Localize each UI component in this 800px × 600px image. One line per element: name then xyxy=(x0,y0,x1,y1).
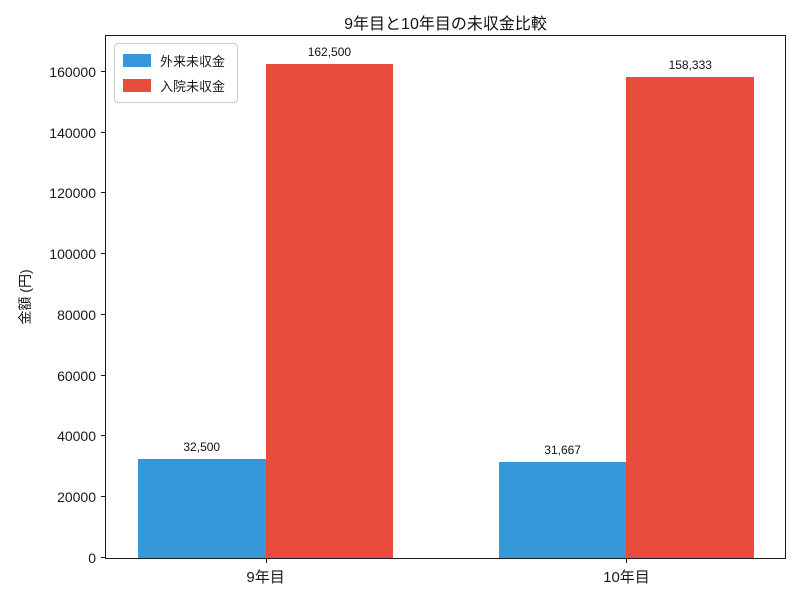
bar-value-label: 158,333 xyxy=(668,57,712,72)
y-tick-mark xyxy=(101,496,106,498)
legend-label: 外来未収金 xyxy=(160,54,226,69)
x-tick-label: 9年目 xyxy=(246,569,285,586)
bar-series0-cat0 xyxy=(137,459,266,558)
y-tick-label: 60000 xyxy=(57,367,96,384)
y-tick-label: 20000 xyxy=(57,489,96,506)
y-tick-label: 120000 xyxy=(49,185,96,202)
bar-value-label: 32,500 xyxy=(183,440,221,455)
bar-series1-cat0 xyxy=(265,64,394,558)
y-tick-mark xyxy=(101,435,106,437)
y-tick-label: 40000 xyxy=(57,428,96,445)
y-tick-label: 160000 xyxy=(49,63,96,80)
legend-label: 入院未収金 xyxy=(160,79,226,94)
y-axis-label: 金額 (円) xyxy=(17,269,33,325)
y-tick-mark xyxy=(101,253,106,255)
x-tick-label: 10年目 xyxy=(603,569,650,586)
legend-item: 入院未収金 xyxy=(123,76,225,95)
y-tick-mark xyxy=(101,374,106,376)
chart-title: 9年目と10年目の未収金比較 xyxy=(344,16,547,33)
bar-value-label: 162,500 xyxy=(307,45,352,60)
legend-swatch-icon xyxy=(123,54,151,67)
y-tick-mark xyxy=(101,70,106,72)
y-tick-mark xyxy=(101,131,106,133)
y-tick-mark xyxy=(101,557,106,558)
y-tick-label: 140000 xyxy=(49,124,96,141)
bar-series1-cat1 xyxy=(626,76,755,558)
y-tick-mark xyxy=(101,313,106,315)
y-tick-label: 100000 xyxy=(49,246,96,263)
legend-swatch-icon xyxy=(123,79,151,92)
bar-series0-cat1 xyxy=(498,461,627,558)
legend-item: 外来未収金 xyxy=(123,51,225,70)
x-tick-mark xyxy=(626,558,628,563)
bar-value-label: 31,667 xyxy=(544,442,581,457)
y-tick-mark xyxy=(101,192,106,194)
plot-area: 外来未収金 入院未収金 0 20000 40000 60000 80000 100000 1… xyxy=(49,35,786,586)
y-tick-label: 0 xyxy=(88,550,96,566)
x-tick-mark xyxy=(265,558,267,563)
legend: 外来未収金 入院未収金 xyxy=(114,43,239,103)
y-tick-label: 80000 xyxy=(57,306,96,323)
